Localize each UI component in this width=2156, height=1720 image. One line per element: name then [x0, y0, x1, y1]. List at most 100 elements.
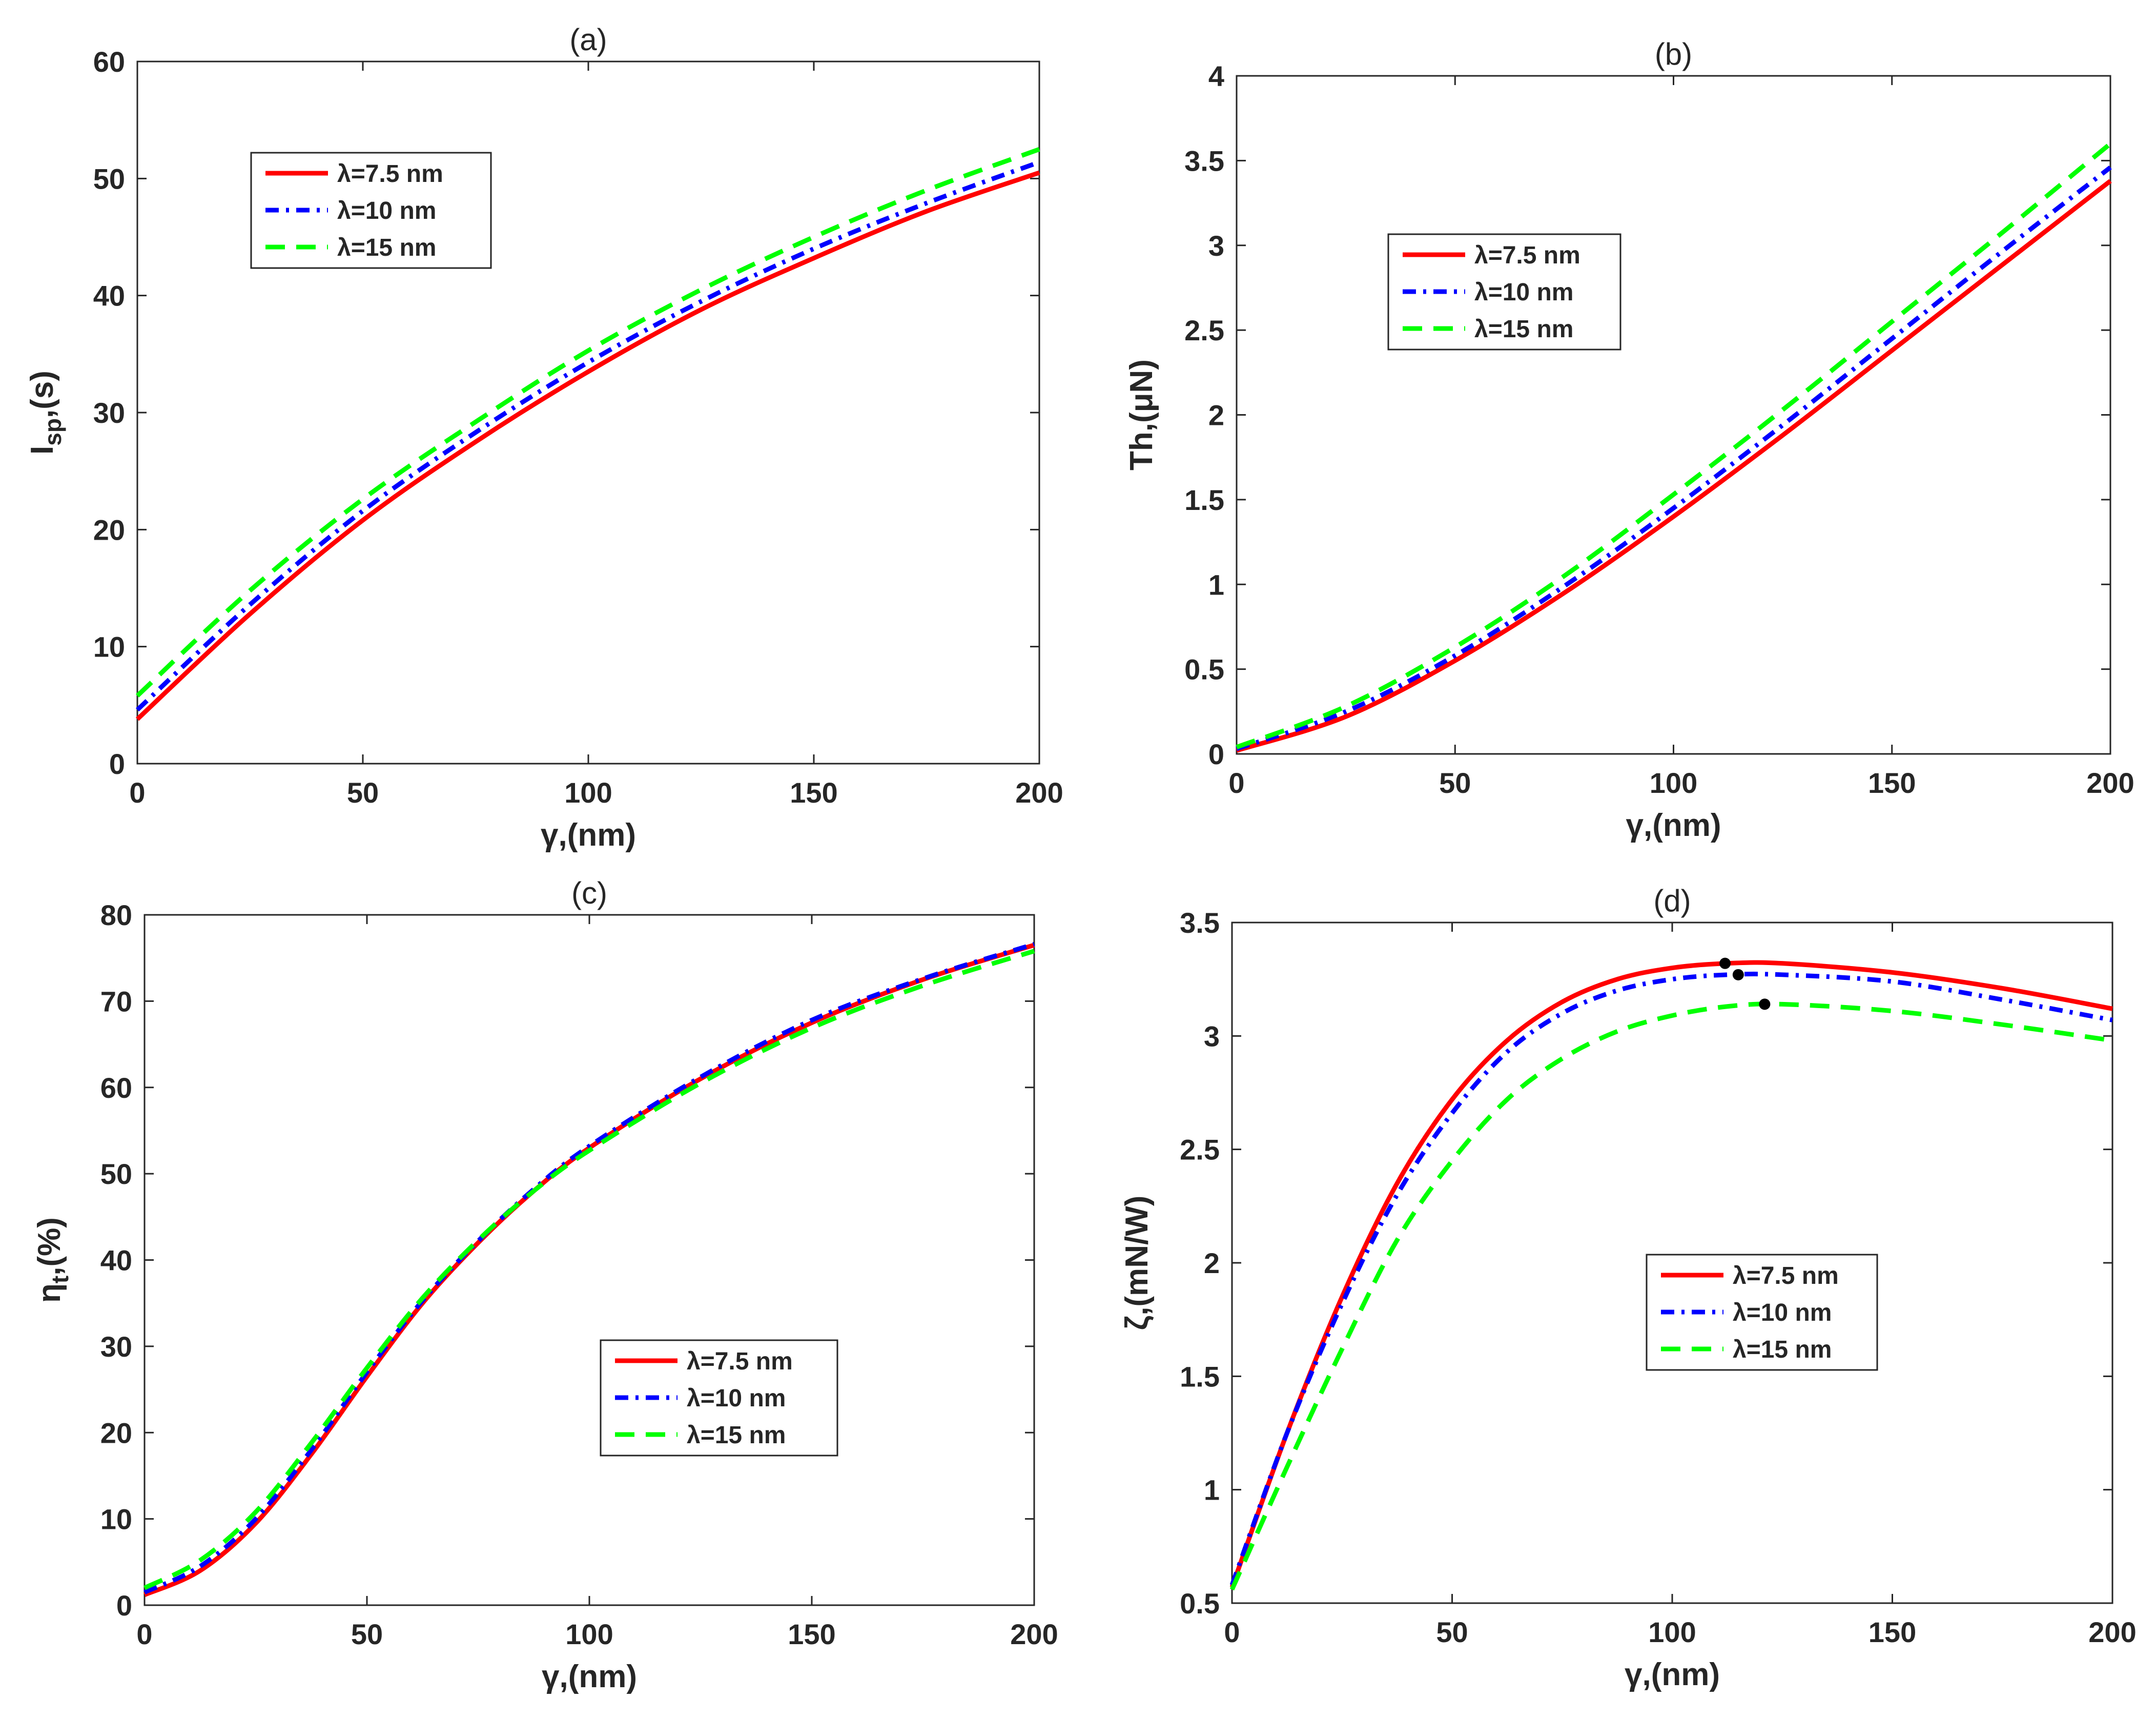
series-line-1 — [1236, 179, 2112, 753]
x-tick-label: 0 — [129, 776, 145, 809]
y-tick-label: 2 — [1204, 1247, 1220, 1279]
y-tick-label: 3.5 — [1184, 145, 1224, 177]
y-tick-label: 40 — [100, 1244, 132, 1277]
max-point-marker — [1732, 969, 1744, 980]
y-axis-label: ηt,(%) — [32, 1217, 73, 1303]
y-tick-label: 4 — [1208, 60, 1224, 92]
x-tick-label: 100 — [564, 776, 612, 809]
y-axis-label-rest: ,(s) — [25, 371, 60, 418]
panel-b: 0 50 100 150 200 0 0.5 1 1.5 2 2.5 3 3.5 4 (b) γ,(nm) Th… — [1124, 37, 2134, 843]
y-tick-label: 70 — [100, 985, 132, 1017]
panel-title: (d) — [1653, 884, 1691, 918]
x-tick-label: 50 — [1436, 1616, 1468, 1648]
legend-label-1: λ=7.5 nm — [687, 1348, 793, 1375]
y-tick-label: 50 — [100, 1158, 132, 1190]
y-axis-label: Th,(μN) — [1124, 359, 1159, 470]
x-tick-label: 50 — [347, 776, 379, 809]
x-tick-label: 200 — [1010, 1618, 1058, 1650]
panel-a: 0 50 100 150 200 0 10 20 30 40 50 60 (a) γ,(nm) Isp,(s… — [25, 23, 1063, 853]
y-tick-label: 10 — [100, 1503, 132, 1535]
y-tick-label: 0 — [116, 1589, 132, 1622]
y-tick-label: 3 — [1204, 1020, 1220, 1052]
panel-c: 0 50 100 150 200 0 10 20 30 40 50 60 70 80 (c) γ,(nm) ηt… — [32, 876, 1058, 1694]
series-line-3 — [1236, 141, 2112, 749]
series-line-2 — [143, 941, 1035, 1594]
x-tick-label: 0 — [136, 1618, 152, 1650]
legend-label-2: λ=10 nm — [1474, 279, 1573, 306]
series-line-2 — [135, 160, 1040, 712]
y-tick-label: 20 — [93, 514, 125, 546]
legend-label-2: λ=10 nm — [687, 1385, 786, 1412]
legend-label-2: λ=10 nm — [337, 197, 436, 224]
max-point-marker — [1759, 998, 1771, 1010]
x-tick-label: 100 — [1650, 767, 1697, 799]
y-axis-label-main: ζ,(mN/W) — [1119, 1196, 1155, 1330]
x-tick-label: 200 — [1015, 776, 1063, 809]
y-axis-label-main: η — [32, 1283, 67, 1303]
x-tick-label: 150 — [790, 776, 837, 809]
series-line-1 — [143, 943, 1035, 1597]
y-tick-label: 0 — [1208, 738, 1224, 770]
y-axis-label-main: Th,(μN) — [1124, 359, 1159, 470]
legend-label-1: λ=7.5 nm — [337, 160, 443, 188]
x-axis-label: γ,(nm) — [1625, 1657, 1720, 1692]
y-tick-label: 0.5 — [1184, 653, 1224, 686]
y-tick-label: 20 — [100, 1417, 132, 1449]
x-tick-label: 100 — [1648, 1616, 1696, 1648]
x-tick-label: 0 — [1224, 1616, 1240, 1648]
y-tick-label: 3 — [1208, 230, 1224, 262]
y-tick-label: 3.5 — [1180, 907, 1220, 939]
y-tick-label: 0.5 — [1180, 1587, 1220, 1620]
y-tick-label: 2.5 — [1184, 314, 1224, 346]
panel-d: 0 50 100 150 200 0.5 1 1.5 2 2.5 3 3.5 (d) γ,(nm) ζ,(m… — [1119, 884, 2137, 1692]
y-axis-label-sub: sp — [39, 418, 66, 446]
y-tick-label: 1.5 — [1180, 1360, 1220, 1393]
series-line-2 — [1236, 166, 2112, 751]
y-tick-label: 30 — [93, 397, 125, 429]
y-tick-label: 40 — [93, 280, 125, 312]
y-tick-label: 1 — [1208, 568, 1224, 601]
legend-label-3: λ=15 nm — [1474, 316, 1573, 343]
x-tick-label: 150 — [1868, 1616, 1916, 1648]
legend-label-1: λ=7.5 nm — [1474, 242, 1580, 269]
x-tick-label: 50 — [351, 1618, 383, 1650]
y-tick-label: 60 — [93, 46, 125, 78]
y-axis-label: ζ,(mN/W) — [1119, 1196, 1155, 1330]
y-tick-label: 1 — [1204, 1474, 1220, 1506]
legend-label-2: λ=10 nm — [1733, 1299, 1832, 1326]
y-tick-label: 2 — [1208, 399, 1224, 432]
x-tick-label: 200 — [2088, 1616, 2136, 1648]
x-axis-label: γ,(nm) — [1626, 808, 1721, 843]
y-tick-label: 50 — [93, 162, 125, 195]
legend-label-3: λ=15 nm — [337, 234, 436, 261]
max-point-marker — [1719, 957, 1731, 969]
series-line-3 — [143, 949, 1035, 1590]
series-line-3 — [135, 147, 1040, 698]
y-axis-label-main: I — [25, 446, 60, 455]
series-line-3 — [1229, 1001, 2113, 1591]
x-tick-label: 150 — [1868, 767, 1916, 799]
y-tick-label: 30 — [100, 1330, 132, 1363]
y-axis-label-rest: ,(%) — [32, 1217, 67, 1276]
x-tick-label: 50 — [1439, 767, 1471, 799]
x-tick-label: 0 — [1228, 767, 1244, 799]
y-tick-label: 80 — [100, 899, 132, 931]
legend-label-3: λ=15 nm — [687, 1422, 786, 1449]
panel-title: (c) — [571, 876, 607, 910]
panel-title: (a) — [569, 23, 607, 57]
x-tick-label: 200 — [2086, 767, 2134, 799]
y-axis-label-sub: t — [47, 1276, 73, 1283]
x-axis-label: γ,(nm) — [542, 1659, 637, 1694]
legend-label-3: λ=15 nm — [1733, 1336, 1832, 1363]
y-tick-label: 0 — [109, 748, 125, 780]
y-tick-label: 1.5 — [1184, 484, 1224, 516]
y-tick-label: 10 — [93, 631, 125, 663]
x-tick-label: 100 — [565, 1618, 613, 1650]
series-line-1 — [135, 170, 1040, 721]
x-axis-label: γ,(nm) — [541, 817, 636, 853]
y-tick-label: 60 — [100, 1072, 132, 1104]
legend-label-1: λ=7.5 nm — [1733, 1262, 1839, 1289]
x-tick-label: 150 — [788, 1618, 835, 1650]
